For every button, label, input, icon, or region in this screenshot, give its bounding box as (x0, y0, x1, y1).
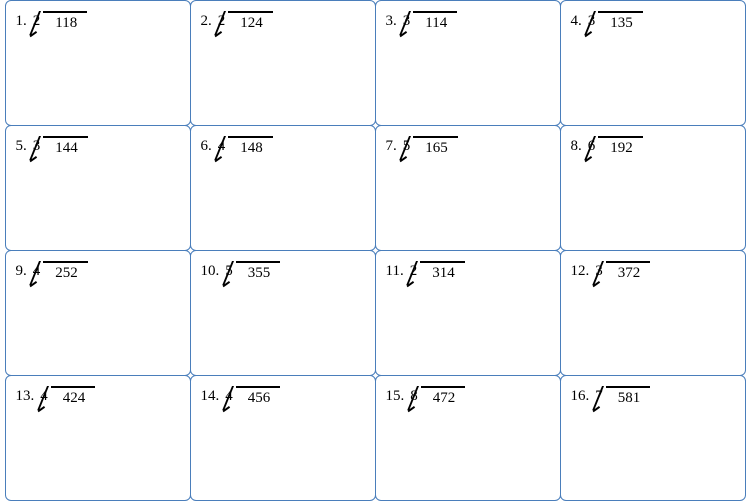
problem-content: 6. 4 148 (201, 136, 273, 157)
problem-content: 14. 4 456 (201, 386, 281, 407)
problem-cell: 3. 3 114 (375, 0, 561, 126)
problem-content: 4. 3 135 (571, 11, 643, 32)
problem-content: 10. 5 355 (201, 261, 281, 282)
problem-cell: 7. 5 165 (375, 125, 561, 251)
problem-index: 10. (201, 261, 220, 280)
divisor: 3 (595, 261, 603, 280)
divisor: 3 (403, 11, 411, 30)
dividend: 124 (228, 11, 273, 32)
divisor: 4 (40, 386, 48, 405)
problem-cell: 2. 2 124 (190, 0, 376, 126)
dividend: 252 (43, 261, 88, 282)
long-division-symbol: 165 (413, 136, 458, 157)
long-division-symbol: 118 (43, 11, 87, 32)
problem-cell: 9. 4 252 (5, 250, 191, 376)
long-division-symbol: 424 (51, 386, 96, 407)
problem-content: 11. 2 314 (386, 261, 465, 282)
problem-cell: 11. 2 314 (375, 250, 561, 376)
long-division-symbol: 124 (228, 11, 273, 32)
long-division-symbol: 148 (228, 136, 273, 157)
problem-cell: 8. 6 192 (560, 125, 746, 251)
problem-content: 13. 4 424 (16, 386, 96, 407)
problem-content: 8. 6 192 (571, 136, 643, 157)
problem-content: 2. 2 124 (201, 11, 273, 32)
problem-cell: 4. 3 135 (560, 0, 746, 126)
divisor: 4 (225, 386, 233, 405)
problem-content: 12. 3 372 (571, 261, 651, 282)
problem-index: 13. (16, 386, 35, 405)
problem-index: 12. (571, 261, 590, 280)
problem-index: 4. (571, 11, 582, 30)
dividend: 114 (413, 11, 457, 32)
long-division-symbol: 372 (606, 261, 651, 282)
problem-content: 3. 3 114 (386, 11, 458, 32)
problem-index: 5. (16, 136, 27, 155)
problem-cell: 16. 7 581 (560, 375, 746, 501)
problem-index: 3. (386, 11, 397, 30)
dividend: 581 (606, 386, 651, 407)
problem-index: 16. (571, 386, 590, 405)
dividend: 118 (43, 11, 87, 32)
divisor: 4 (33, 261, 41, 280)
problem-cell: 15. 8 472 (375, 375, 561, 501)
problem-cell: 5. 3 144 (5, 125, 191, 251)
divisor: 5 (225, 261, 233, 280)
problem-index: 14. (201, 386, 220, 405)
long-division-symbol: 314 (420, 261, 465, 282)
long-division-symbol: 581 (606, 386, 651, 407)
dividend: 148 (228, 136, 273, 157)
dividend: 314 (420, 261, 465, 282)
problem-content: 7. 5 165 (386, 136, 458, 157)
divisor: 3 (588, 11, 596, 30)
problem-cell: 6. 4 148 (190, 125, 376, 251)
dividend: 355 (236, 261, 281, 282)
problem-index: 8. (571, 136, 582, 155)
problem-index: 15. (386, 386, 405, 405)
problem-content: 16. 7 581 (571, 386, 651, 407)
dividend: 144 (43, 136, 88, 157)
problem-index: 9. (16, 261, 27, 280)
dividend: 192 (598, 136, 643, 157)
problem-content: 5. 3 144 (16, 136, 88, 157)
divisor: 6 (588, 136, 596, 155)
divisor: 3 (33, 136, 41, 155)
problem-index: 1. (16, 11, 27, 30)
long-division-symbol: 355 (236, 261, 281, 282)
dividend: 165 (413, 136, 458, 157)
dividend: 372 (606, 261, 651, 282)
dividend: 456 (236, 386, 281, 407)
problem-index: 11. (386, 261, 404, 280)
long-division-symbol: 135 (598, 11, 643, 32)
problem-cell: 14. 4 456 (190, 375, 376, 501)
problem-content: 15. 8 472 (386, 386, 466, 407)
dividend: 472 (421, 386, 466, 407)
dividend: 424 (51, 386, 96, 407)
problem-index: 2. (201, 11, 212, 30)
problem-content: 1. 2 118 (16, 11, 88, 32)
problem-index: 6. (201, 136, 212, 155)
divisor: 8 (410, 386, 418, 405)
long-division-symbol: 252 (43, 261, 88, 282)
divisor: 7 (595, 386, 603, 405)
problem-cell: 12. 3 372 (560, 250, 746, 376)
worksheet-grid: 1. 2 118 2. 2 124 3. 3 114 (5, 0, 745, 500)
dividend: 135 (598, 11, 643, 32)
divisor: 2 (33, 11, 41, 30)
problem-cell: 10. 5 355 (190, 250, 376, 376)
divisor: 2 (218, 11, 226, 30)
long-division-symbol: 472 (421, 386, 466, 407)
divisor: 5 (403, 136, 411, 155)
long-division-symbol: 192 (598, 136, 643, 157)
problem-cell: 1. 2 118 (5, 0, 191, 126)
divisor: 2 (410, 261, 418, 280)
divisor: 4 (218, 136, 226, 155)
long-division-symbol: 456 (236, 386, 281, 407)
problem-cell: 13. 4 424 (5, 375, 191, 501)
long-division-symbol: 144 (43, 136, 88, 157)
problem-index: 7. (386, 136, 397, 155)
long-division-symbol: 114 (413, 11, 457, 32)
problem-content: 9. 4 252 (16, 261, 88, 282)
